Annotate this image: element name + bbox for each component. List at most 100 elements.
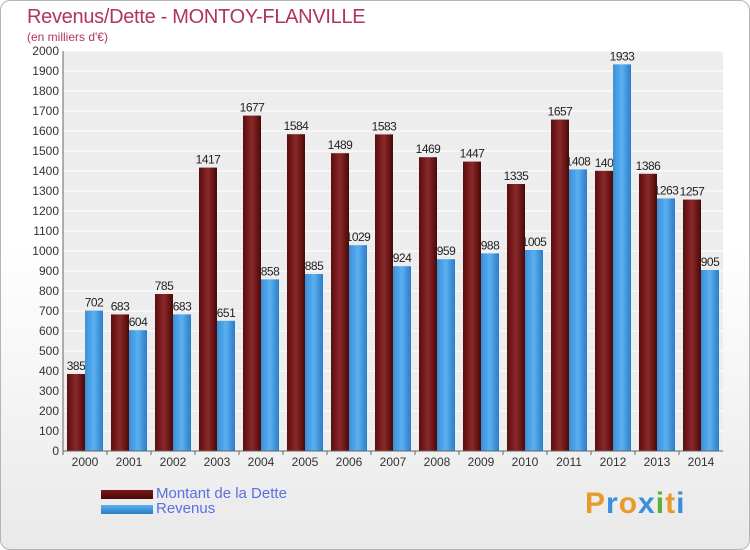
y-tick-label: 1300 <box>32 184 59 198</box>
logo-letter: i <box>655 487 666 520</box>
bar-debt <box>683 199 701 451</box>
data-label-debt: 1677 <box>240 101 266 115</box>
data-label-revenus: 905 <box>701 255 720 269</box>
legend-swatch-debt <box>101 490 153 499</box>
legend-label-revenus: Revenus <box>156 500 216 517</box>
data-label-debt: 1583 <box>372 119 398 133</box>
y-tick-label: 300 <box>39 384 59 398</box>
bar-revenus <box>701 270 719 451</box>
data-label-revenus: 924 <box>393 251 412 265</box>
bar-debt <box>111 314 129 451</box>
y-tick-label: 500 <box>39 344 59 358</box>
logo-letter: i <box>676 487 686 520</box>
x-tick-label: 2005 <box>292 455 319 469</box>
data-label-revenus: 1029 <box>346 230 372 244</box>
y-tick-label: 1200 <box>32 204 59 218</box>
legend-swatch-revenus <box>101 505 153 514</box>
y-tick-label: 600 <box>39 324 59 338</box>
y-tick-label: 1400 <box>32 164 59 178</box>
x-tick-label: 2014 <box>688 455 715 469</box>
bar-revenus <box>569 169 587 451</box>
bar-debt <box>639 173 657 452</box>
data-label-revenus: 1933 <box>610 49 636 63</box>
data-label-debt: 1584 <box>284 119 310 133</box>
x-tick-label: 2010 <box>512 455 539 469</box>
bar-debt <box>155 294 173 451</box>
logo-letter: o <box>618 487 639 520</box>
data-label-debt: 785 <box>155 279 174 293</box>
chart-subtitle: (en milliers d'€) <box>27 30 108 44</box>
bar-revenus <box>129 330 147 451</box>
data-label-revenus: 702 <box>85 296 104 310</box>
bar-revenus <box>481 253 499 451</box>
bar-revenus <box>349 245 367 451</box>
data-label-revenus: 604 <box>129 315 148 329</box>
y-tick-label: 0 <box>52 444 59 458</box>
logo-letter: t <box>665 487 677 520</box>
y-tick-label: 200 <box>39 404 59 418</box>
data-label-revenus: 885 <box>305 259 324 273</box>
y-tick-label: 2000 <box>32 44 59 58</box>
x-tick-label: 2011 <box>556 455 582 469</box>
y-tick-label: 1500 <box>32 144 59 158</box>
y-tick-label: 900 <box>39 264 59 278</box>
data-label-debt: 1447 <box>460 147 486 161</box>
data-label-revenus: 858 <box>261 264 280 278</box>
logo-letter: x <box>638 487 656 520</box>
data-label-debt: 1335 <box>504 169 530 183</box>
x-tick-label: 2004 <box>248 455 275 469</box>
data-label-debt: 1657 <box>548 105 574 119</box>
data-label-debt: 1386 <box>636 159 662 173</box>
data-label-debt: 1417 <box>196 153 222 167</box>
bar-revenus <box>305 274 323 451</box>
y-tick-label: 1000 <box>32 244 59 258</box>
y-tick-label: 100 <box>39 424 59 438</box>
bar-revenus <box>437 259 455 451</box>
bar-revenus <box>261 279 279 451</box>
legend-label-debt: Montant de la Dette <box>156 485 287 502</box>
y-tick-label: 1100 <box>33 224 59 238</box>
bar-debt <box>243 115 261 451</box>
x-tick-label: 2009 <box>468 455 495 469</box>
bar-debt <box>595 170 613 452</box>
bar-revenus <box>393 266 411 451</box>
bar-debt <box>375 134 393 451</box>
data-label-revenus: 1408 <box>566 154 592 168</box>
y-tick-label: 1900 <box>32 64 59 78</box>
bar-debt <box>287 134 305 451</box>
data-label-revenus: 1005 <box>522 235 548 249</box>
x-tick-label: 2000 <box>72 455 99 469</box>
bar-revenus <box>217 320 235 451</box>
x-tick-label: 2002 <box>160 455 187 469</box>
data-label-revenus: 988 <box>481 238 500 252</box>
bar-debt <box>463 161 481 451</box>
logo-letter: r <box>606 487 619 520</box>
y-tick-label: 700 <box>39 304 59 318</box>
data-label-debt: 683 <box>111 299 130 313</box>
bar-revenus <box>613 64 631 452</box>
proxiti-logo: Proxiti <box>585 487 685 521</box>
bar-debt <box>419 157 437 451</box>
x-tick-label: 2012 <box>600 455 627 469</box>
data-label-debt: 1489 <box>328 138 354 152</box>
logo-letter: P <box>585 487 607 520</box>
bar-debt <box>331 153 349 451</box>
x-tick-label: 2006 <box>336 455 363 469</box>
bar-revenus <box>173 314 191 451</box>
x-tick-label: 2003 <box>204 455 231 469</box>
chart-title: Revenus/Dette - MONTOY-FLANVILLE <box>27 6 366 28</box>
y-tick-label: 1600 <box>32 124 59 138</box>
x-tick-label: 2008 <box>424 455 451 469</box>
bar-debt <box>507 184 525 451</box>
x-tick-label: 2001 <box>116 455 143 469</box>
bar-debt <box>67 374 85 451</box>
x-tick-label: 2007 <box>380 455 407 469</box>
bar-debt <box>199 167 217 451</box>
x-tick-label: 2013 <box>644 455 671 469</box>
bar-revenus <box>525 250 543 451</box>
bar-debt <box>551 119 569 451</box>
bar-revenus <box>657 198 675 451</box>
data-label-debt: 1257 <box>680 185 706 199</box>
data-label-debt: 1469 <box>416 142 442 156</box>
